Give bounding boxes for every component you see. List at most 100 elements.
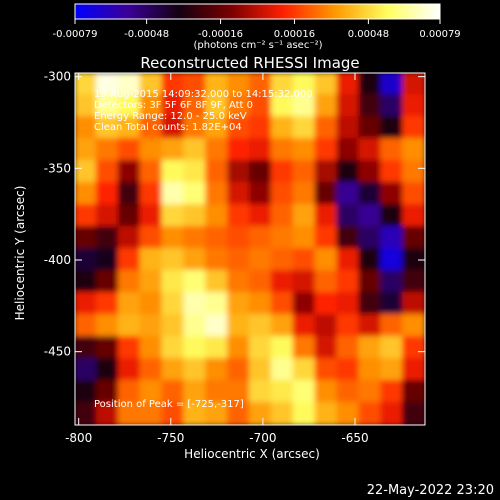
heatmap-cell: [249, 204, 273, 228]
heatmap-cell: [139, 336, 164, 360]
heatmap-cell: [161, 204, 186, 228]
heatmap-cell: [139, 402, 164, 425]
heatmap-cell: [270, 182, 295, 206]
heatmap-cell: [161, 116, 186, 140]
heatmap-cell: [336, 314, 361, 338]
heatmap-cell: [161, 292, 186, 316]
heatmap-cell: [227, 380, 251, 404]
heatmap-cell: [183, 94, 208, 118]
heatmap-cell: [161, 314, 186, 338]
heatmap-cell: [139, 358, 164, 382]
heatmap-cell: [139, 182, 164, 206]
heatmap-cell: [292, 380, 317, 404]
heatmap-cell: [205, 160, 230, 184]
heatmap-cell: [380, 402, 405, 425]
heatmap-cell: [183, 73, 208, 96]
heatmap-cell: [380, 248, 405, 272]
heatmap-cell: [336, 182, 361, 206]
heatmap-cell: [183, 226, 208, 250]
heatmap-cell: [336, 160, 361, 184]
info-line-energy: Energy Range: 12.0 - 25.0 keV: [94, 111, 247, 122]
heatmap-cell: [227, 204, 251, 228]
heatmap-cell: [314, 380, 339, 404]
heatmap-cell: [314, 248, 339, 272]
colorbar-ticks: -0.00079 -0.00048 -0.00016 0.00016 0.00048 0.…: [53, 19, 461, 40]
heatmap-cell: [161, 358, 186, 382]
heatmap-cell: [270, 138, 295, 162]
heatmap-cell: [139, 270, 164, 294]
y-tick-label: -450: [44, 345, 71, 359]
heatmap-cell: [205, 358, 230, 382]
heatmap-cell: [117, 314, 142, 338]
heatmap-cell: [402, 292, 425, 316]
heatmap-cell: [139, 73, 164, 96]
heatmap-cell: [336, 116, 361, 140]
x-axis-label: Heliocentric X (arcsec): [184, 447, 320, 461]
y-axis-ticks: -450 -400 -350 -300: [44, 70, 425, 359]
heatmap-cell: [292, 314, 317, 338]
heatmap-cell: [95, 380, 120, 404]
heatmap-cell: [358, 226, 383, 250]
heatmap-cell: [75, 248, 98, 272]
heatmap-cell: [314, 138, 339, 162]
heatmap-cell: [205, 182, 230, 206]
heatmap-cell: [336, 292, 361, 316]
heatmap-cell: [336, 336, 361, 360]
heatmap-cell: [292, 226, 317, 250]
heatmap-cell: [336, 94, 361, 118]
heatmap-cell: [249, 292, 273, 316]
heatmap-cell: [336, 248, 361, 272]
heatmap-cell: [380, 94, 405, 118]
heatmap-cell: [249, 182, 273, 206]
heatmap-cell: [249, 314, 273, 338]
heatmap-cell: [139, 248, 164, 272]
heatmap-cell: [249, 73, 273, 96]
heatmap-cell: [292, 358, 317, 382]
colorbar-tick-label: 0.00016: [274, 29, 315, 40]
info-line-time: 19-Aug-2015 14:09:32.000 to 14:15:32.000: [94, 89, 313, 100]
heatmap-cell: [380, 160, 405, 184]
y-tick-label: -300: [44, 70, 71, 84]
y-tick-label: -400: [44, 253, 71, 267]
heatmap-cell: [75, 226, 98, 250]
heatmap-cell: [227, 94, 251, 118]
x-tick-label: -750: [157, 431, 184, 445]
y-axis-label: Heliocentric Y (arcsec): [13, 186, 27, 321]
heatmap-cell: [75, 402, 98, 425]
heatmap-cell: [161, 182, 186, 206]
heatmap-cell: [249, 138, 273, 162]
heatmap-cell: [380, 380, 405, 404]
heatmap-cell: [75, 358, 98, 382]
heatmap-cell: [402, 116, 425, 140]
heatmap-cell: [161, 73, 186, 96]
heatmap-cell: [139, 380, 164, 404]
heatmap-cell: [249, 358, 273, 382]
x-tick-label: -700: [249, 431, 276, 445]
heatmap-cell: [314, 182, 339, 206]
x-tick-label: -650: [341, 431, 368, 445]
heatmap-cell: [380, 314, 405, 338]
heatmap-image: [75, 73, 425, 425]
heatmap-cell: [358, 182, 383, 206]
heatmap-cell: [292, 270, 317, 294]
heatmap-cell: [75, 204, 98, 228]
heatmap-cell: [358, 314, 383, 338]
heatmap-cell: [95, 116, 120, 140]
heatmap-cell: [380, 358, 405, 382]
heatmap-cell: [380, 138, 405, 162]
heatmap-cell: [402, 182, 425, 206]
heatmap-cell: [75, 116, 98, 140]
heatmap-cell: [358, 380, 383, 404]
heatmap-cell: [227, 402, 251, 425]
heatmap-cell: [117, 160, 142, 184]
heatmap-cell: [402, 73, 425, 96]
heatmap-cell: [161, 138, 186, 162]
heatmap-cell: [117, 116, 142, 140]
heatmap-cell: [270, 94, 295, 118]
heatmap-cell: [270, 292, 295, 316]
heatmap-cell: [205, 248, 230, 272]
info-line-detectors: Detectors: 3F 5F 6F 8F 9F, Att 0: [94, 100, 253, 111]
heatmap-cell: [292, 94, 317, 118]
heatmap-cell: [139, 160, 164, 184]
